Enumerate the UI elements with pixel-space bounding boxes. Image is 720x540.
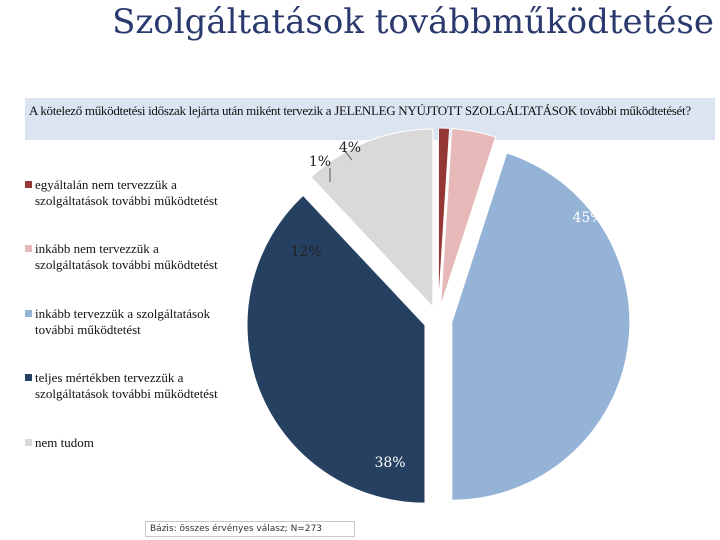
legend-label: inkább tervezzük a szolgáltatások tovább…: [35, 306, 211, 337]
legend-label: egyáltalán nem tervezzük a szolgáltatáso…: [35, 177, 218, 208]
legend-item: inkább nem tervezzük a szolgáltatások to…: [25, 241, 225, 273]
legend-swatch: [25, 181, 32, 188]
data-label: 1%: [309, 154, 331, 170]
data-label: 38%: [374, 455, 405, 471]
page-title: Szolgáltatások továbbműködtetése: [112, 2, 714, 42]
legend-swatch: [25, 439, 32, 446]
legend-label: nem tudom: [35, 435, 94, 450]
data-label: 45%: [572, 210, 603, 226]
pie-slice: [437, 127, 451, 307]
pie-slice: [451, 152, 631, 501]
question-box: A kötelező működtetési időszak lejárta u…: [25, 98, 715, 140]
pie-slice: [246, 194, 426, 504]
legend-label: inkább nem tervezzük a szolgáltatások to…: [35, 241, 218, 272]
legend-item: teljes mértékben tervezzük a szolgáltatá…: [25, 370, 225, 402]
leader-line: [343, 149, 353, 161]
legend-item: nem tudom: [25, 435, 225, 451]
basis-note: Bázis: összes érvényes válasz; N=273: [145, 521, 355, 537]
legend-swatch: [25, 374, 32, 381]
legend-swatch: [25, 245, 32, 252]
pie-slice: [440, 128, 497, 307]
legend-swatch: [25, 310, 32, 317]
data-label: 12%: [290, 244, 321, 260]
legend-label: teljes mértékben tervezzük a szolgáltatá…: [35, 370, 218, 401]
legend-item: inkább tervezzük a szolgáltatások tovább…: [25, 306, 225, 338]
pie-slice: [310, 128, 434, 309]
data-label: 4%: [339, 140, 361, 156]
legend-item: egyáltalán nem tervezzük a szolgáltatáso…: [25, 177, 225, 209]
